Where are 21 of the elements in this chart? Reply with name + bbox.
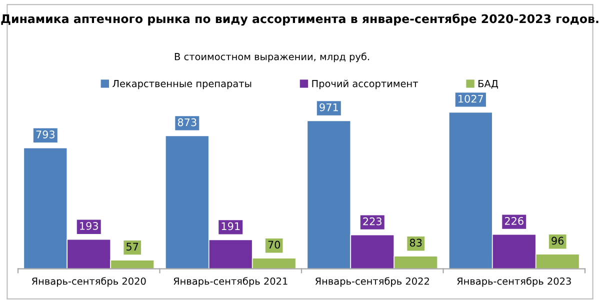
data-label: 1027	[458, 94, 484, 103]
data-label: 83	[410, 238, 422, 247]
data-label: 223	[363, 217, 382, 226]
data-label: 226	[504, 216, 524, 225]
data-label: 57	[126, 242, 138, 251]
data-label: 193	[80, 222, 98, 230]
data-label: 191	[222, 222, 240, 230]
data-label: 70	[268, 240, 280, 249]
data-label: 971	[320, 103, 338, 112]
x-tick-label: Январь-сентябрь 2021	[174, 277, 288, 287]
data-label: 793	[36, 130, 55, 138]
chart-subtitle: В стоимостном выражении, млрд руб.	[174, 52, 369, 62]
data-label: 873	[178, 118, 196, 126]
legend-label: Прочий ассортимент	[312, 80, 418, 90]
legend-label: Лекарственные препараты	[112, 80, 252, 90]
legend-label: БАД	[478, 80, 498, 89]
x-tick-label: Январь-сентябрь 2022	[315, 277, 429, 287]
x-tick-label: Январь-сентябрь 2023	[457, 277, 571, 287]
data-label: 96	[552, 236, 564, 245]
chart-title: Динамика аптечного рынка по виду ассортимента в январе-сентябре 2020-2023 годов.	[1, 14, 598, 26]
x-tick-label: Январь-сентябрь 2020	[32, 277, 146, 287]
